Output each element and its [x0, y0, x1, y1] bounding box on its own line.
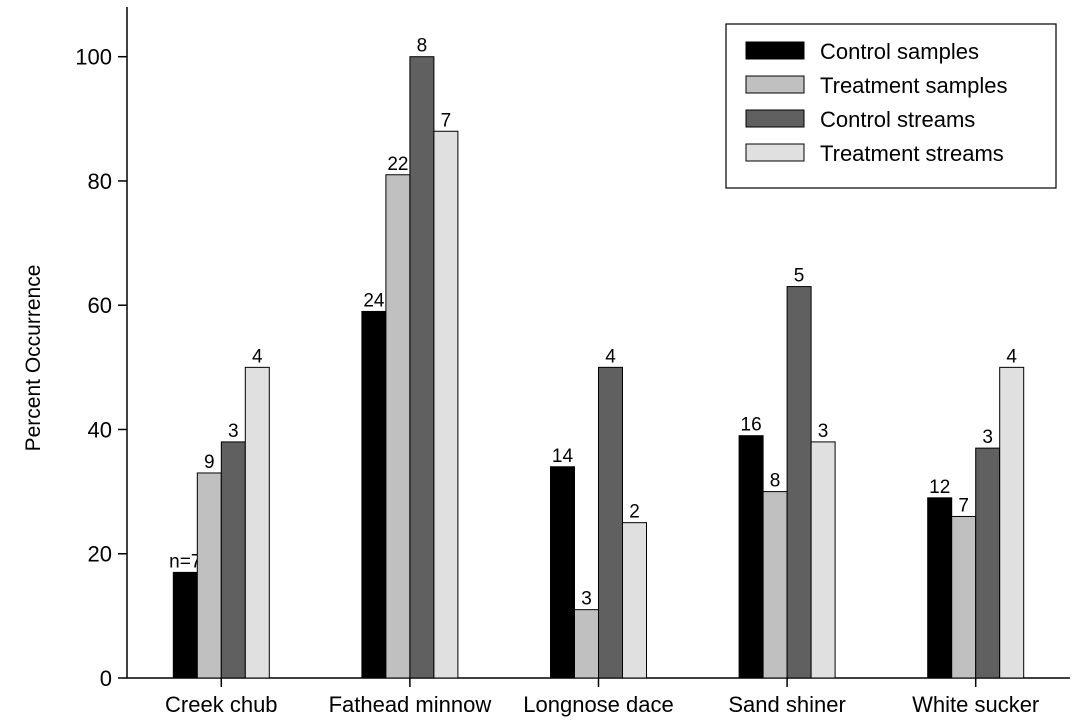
y-tick-label: 80 — [88, 169, 112, 194]
bar-label-control-samples-fathead-minnow: 24 — [363, 290, 385, 311]
y-tick-label: 100 — [75, 45, 112, 70]
bar-label-treatment-samples-white-sucker: 7 — [958, 495, 969, 516]
bar-control-samples-white-sucker — [927, 497, 953, 679]
bar-control-streams-longnose-dace — [598, 366, 623, 679]
bar-control-samples-fathead-minnow — [361, 310, 387, 679]
bar-treatment-samples-fathead-minnow — [385, 174, 411, 679]
bar-label-treatment-streams-white-sucker: 4 — [1006, 346, 1017, 367]
bar-label-treatment-samples-sand-shiner: 8 — [770, 471, 781, 492]
bar-label-control-samples-sand-shiner: 16 — [741, 415, 762, 436]
x-tick-label-fathead-minnow: Fathead minnow — [329, 692, 492, 717]
y-tick-label: 60 — [88, 293, 112, 318]
bar-treatment-samples-creek-chub — [196, 472, 222, 679]
bar-label-treatment-streams-creek-chub: 4 — [252, 346, 263, 367]
bar-treatment-samples-sand-shiner — [762, 491, 788, 679]
y-tick-label: 20 — [88, 542, 112, 567]
bar-treatment-streams-white-sucker — [999, 366, 1025, 679]
x-tick-label-longnose-dace: Longnose dace — [523, 692, 673, 717]
legend-swatch-treatment-streams — [745, 143, 805, 162]
bar-label-control-streams-fathead-minnow: 8 — [417, 36, 428, 57]
bar-control-samples-sand-shiner — [738, 435, 764, 679]
bar-control-streams-sand-shiner — [786, 286, 812, 679]
x-tick-label-sand-shiner: Sand shiner — [728, 692, 845, 717]
legend-label-treatment-streams: Treatment streams — [820, 141, 1004, 166]
bar-control-streams-creek-chub — [220, 441, 246, 679]
x-tick-label-white-sucker: White sucker — [912, 692, 1039, 717]
bar-control-streams-fathead-minnow — [409, 56, 435, 679]
bar-label-control-streams-longnose-dace: 4 — [605, 346, 616, 367]
bar-label-treatment-streams-longnose-dace: 2 — [629, 502, 640, 523]
bar-label-control-streams-sand-shiner: 5 — [794, 266, 805, 287]
bar-treatment-streams-creek-chub — [244, 366, 270, 679]
y-tick-label: 0 — [100, 666, 112, 691]
bar-treatment-streams-longnose-dace — [622, 522, 647, 679]
bar-treatment-streams-fathead-minnow — [433, 130, 459, 679]
y-tick-label: 40 — [88, 417, 112, 442]
bar-label-control-samples-creek-chub: n=7 — [169, 551, 201, 572]
legend-swatch-treatment-samples — [745, 75, 805, 94]
bar-label-control-samples-white-sucker: 12 — [929, 477, 950, 498]
bar-treatment-samples-longnose-dace — [574, 609, 599, 679]
bar-label-treatment-samples-longnose-dace: 3 — [581, 589, 592, 610]
bar-label-control-streams-creek-chub: 3 — [228, 421, 239, 442]
bar-treatment-streams-sand-shiner — [810, 441, 836, 679]
legend-label-treatment-samples: Treatment samples — [820, 73, 1007, 98]
bar-label-treatment-samples-fathead-minnow: 22 — [387, 154, 408, 175]
bar-control-samples-longnose-dace — [550, 466, 575, 679]
legend-swatch-control-samples — [745, 41, 805, 60]
legend-swatch-control-streams — [745, 109, 805, 128]
bar-label-treatment-streams-fathead-minnow: 7 — [441, 110, 452, 131]
bar-treatment-samples-white-sucker — [951, 515, 977, 679]
y-axis-title: Percent Occurrence — [22, 265, 45, 452]
y-axis-title-group: Percent Occurrence — [22, 265, 45, 452]
legend: Control samples Treatment samples Control … — [725, 23, 1057, 189]
legend-label-control-streams: Control streams — [820, 107, 975, 132]
bar-label-treatment-samples-creek-chub: 9 — [204, 452, 215, 473]
bar-label-control-samples-longnose-dace: 14 — [552, 446, 574, 467]
bar-label-control-streams-white-sucker: 3 — [982, 427, 993, 448]
bar-control-streams-white-sucker — [975, 447, 1001, 679]
bar-control-samples-creek-chub — [172, 571, 198, 679]
legend-label-control-samples: Control samples — [820, 39, 979, 64]
bar-label-treatment-streams-sand-shiner: 3 — [818, 421, 829, 442]
x-tick-label-creek-chub: Creek chub — [165, 692, 278, 717]
